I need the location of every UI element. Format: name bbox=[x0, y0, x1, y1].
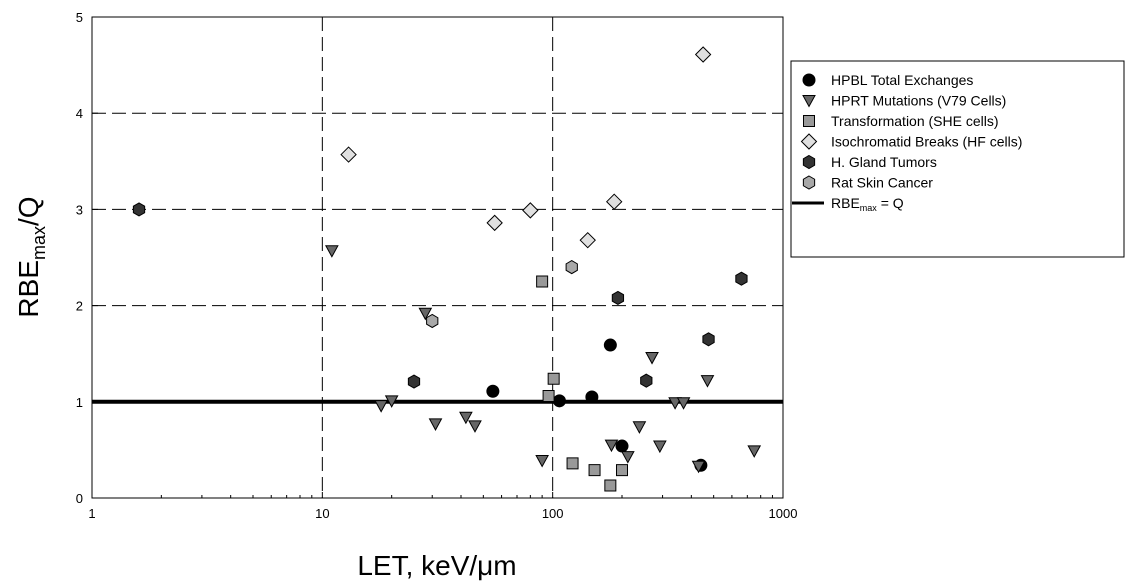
data-point bbox=[522, 202, 539, 219]
legend-label: Rat Skin Cancer bbox=[831, 175, 933, 191]
data-point bbox=[653, 440, 667, 454]
y-tick-label: 5 bbox=[76, 10, 83, 25]
data-point bbox=[374, 400, 388, 413]
data-point bbox=[691, 460, 706, 474]
data-point bbox=[486, 384, 500, 398]
data-point bbox=[536, 275, 549, 288]
legend-label: Transformation (SHE cells) bbox=[831, 113, 999, 129]
x-tick-label: 10 bbox=[315, 506, 329, 521]
data-point bbox=[407, 374, 421, 389]
y-axis-title-tail: /Q bbox=[13, 196, 44, 226]
data-point bbox=[486, 214, 503, 232]
data-point bbox=[735, 271, 748, 286]
legend-marker bbox=[803, 115, 815, 127]
data-point bbox=[632, 421, 647, 434]
x-tick-label: 1 bbox=[88, 506, 95, 521]
y-axis-title: RBEmax/Q bbox=[13, 196, 49, 317]
data-point bbox=[552, 394, 566, 408]
data-point bbox=[585, 390, 599, 404]
data-point bbox=[579, 231, 596, 249]
data-point bbox=[668, 397, 682, 410]
data-point bbox=[615, 439, 629, 453]
data-point bbox=[603, 338, 617, 352]
data-point bbox=[384, 395, 399, 408]
legend-entries: HPBL Total Exchanges HPRT Mutations (V79 … bbox=[792, 72, 1022, 213]
y-tick-labels: 0 1 2 3 4 5 bbox=[76, 10, 98, 506]
y-axis-title-subscript: max bbox=[29, 226, 49, 260]
data-point bbox=[547, 372, 560, 385]
data-point bbox=[611, 290, 625, 305]
legend: HPBL Total Exchanges HPRT Mutations (V79 … bbox=[790, 60, 1125, 258]
data-point bbox=[426, 313, 439, 329]
legend-marker bbox=[802, 73, 816, 87]
y-tick-label: 4 bbox=[76, 106, 83, 121]
legend-label: Isochromatid Breaks (HF cells) bbox=[831, 134, 1022, 150]
data-point bbox=[418, 307, 433, 321]
data-point bbox=[535, 454, 549, 468]
legend-marker bbox=[800, 133, 818, 150]
legend-marker bbox=[802, 175, 816, 190]
data-point bbox=[604, 439, 619, 453]
data-point bbox=[694, 46, 712, 63]
data-point bbox=[459, 411, 473, 425]
data-point bbox=[325, 245, 339, 258]
data-point bbox=[565, 260, 578, 275]
legend-label: H. Gland Tumors bbox=[831, 154, 937, 170]
legend-marker bbox=[802, 154, 816, 170]
data-point bbox=[132, 202, 146, 217]
data-point bbox=[428, 418, 443, 431]
legend-reference-label: RBEmax = Q bbox=[831, 195, 904, 213]
data-point bbox=[620, 451, 635, 464]
y-tick-label: 0 bbox=[76, 491, 83, 506]
data-point bbox=[702, 332, 715, 347]
legend-box bbox=[790, 60, 1125, 258]
data-point bbox=[604, 479, 617, 492]
x-tick-label: 1000 bbox=[769, 506, 798, 521]
data-point bbox=[588, 464, 601, 477]
y-axis-title-main: RBE bbox=[13, 260, 44, 318]
y-tick-label: 3 bbox=[76, 202, 83, 217]
data-point bbox=[542, 390, 555, 403]
x-axis-title: LET, keV/μm bbox=[357, 550, 516, 581]
data-point bbox=[340, 146, 357, 163]
data-point bbox=[605, 193, 623, 210]
y-tick-label: 2 bbox=[76, 299, 83, 314]
data-point bbox=[645, 352, 659, 365]
legend-marker bbox=[802, 95, 816, 108]
y-tick-label: 1 bbox=[76, 395, 83, 410]
data-point bbox=[747, 445, 762, 458]
data-points bbox=[132, 46, 762, 492]
data-point bbox=[616, 464, 629, 477]
data-point bbox=[468, 420, 482, 433]
legend-label: HPBL Total Exchanges bbox=[831, 72, 973, 88]
data-point bbox=[640, 373, 653, 388]
plot-frame bbox=[91, 16, 784, 499]
legend-label: HPRT Mutations (V79 Cells) bbox=[831, 93, 1006, 109]
data-point bbox=[566, 457, 579, 470]
data-point bbox=[676, 397, 691, 410]
x-tick-label: 100 bbox=[542, 506, 564, 521]
data-point bbox=[700, 375, 715, 388]
x-tick-labels: 1 10 100 1000 bbox=[88, 492, 797, 521]
